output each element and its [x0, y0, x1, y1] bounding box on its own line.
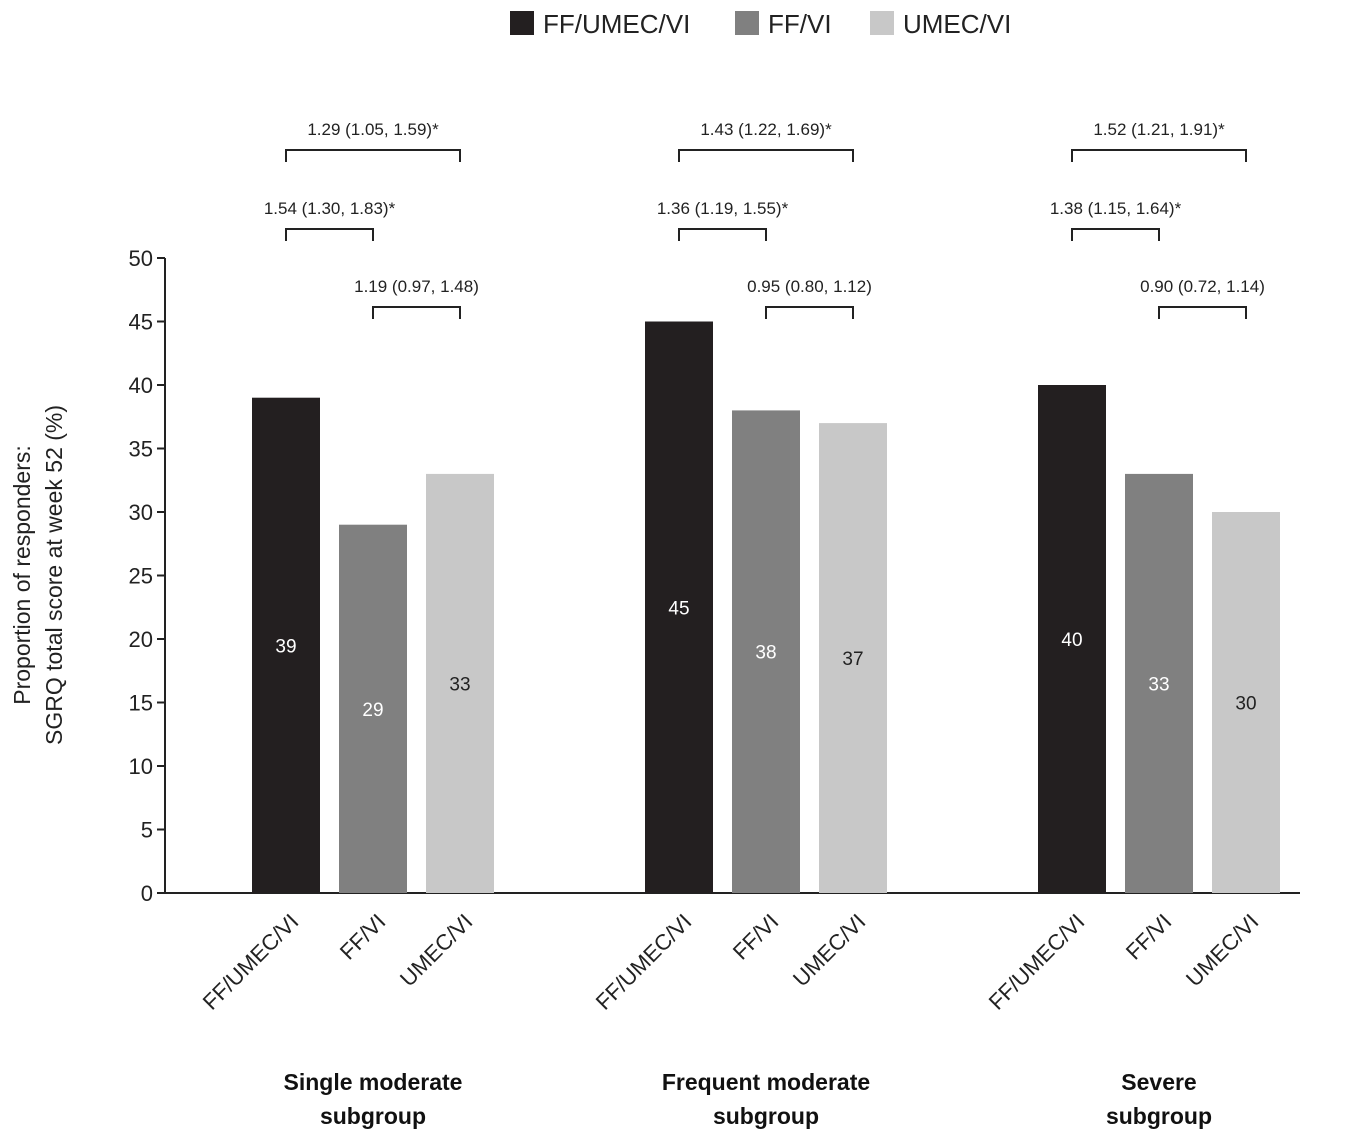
category-tick-label: UMEC/VI: [395, 909, 478, 992]
y-tick-label: 20: [129, 627, 153, 652]
legend-swatch: [510, 11, 534, 35]
y-tick-label: 10: [129, 754, 153, 779]
comparison-annotation: 1.36 (1.19, 1.55)*: [657, 199, 789, 218]
category-tick-label: FF/UMEC/VI: [984, 909, 1090, 1015]
y-tick-label: 5: [141, 818, 153, 843]
comparison-bracket: [285, 149, 461, 162]
y-tick-label: 40: [129, 373, 153, 398]
category-tick-label: FF/UMEC/VI: [198, 909, 304, 1015]
y-tick-label: 0: [141, 881, 153, 906]
category-tick-label: FF/VI: [335, 909, 391, 965]
bar-value-label: 30: [1235, 694, 1256, 715]
comparison-bracket: [285, 228, 374, 241]
bar: [1038, 385, 1106, 893]
comparison-annotation: 1.54 (1.30, 1.83)*: [264, 199, 396, 218]
y-tick-label: 50: [129, 246, 153, 271]
category-tick-label: UMEC/VI: [788, 909, 871, 992]
category-tick-label: FF/VI: [1121, 909, 1177, 965]
category-tick-label: UMEC/VI: [1181, 909, 1264, 992]
bar-value-label: 29: [362, 700, 383, 721]
legend-swatch: [870, 11, 894, 35]
comparison-annotation: 0.95 (0.80, 1.12): [747, 277, 872, 296]
comparison-annotation: 1.38 (1.15, 1.64)*: [1050, 199, 1182, 218]
comparison-bracket: [1071, 149, 1247, 162]
comparison-annotation: 1.43 (1.22, 1.69)*: [700, 120, 832, 139]
group-label-line-2: subgroup: [1106, 1103, 1212, 1129]
comparison-annotation: 1.52 (1.21, 1.91)*: [1093, 120, 1225, 139]
bar: [819, 423, 887, 893]
legend-swatch: [735, 11, 759, 35]
y-tick-label: 35: [129, 437, 153, 462]
bar: [1212, 512, 1280, 893]
bar-value-label: 37: [842, 649, 863, 670]
comparison-bracket: [1158, 306, 1247, 319]
comparison-bracket: [372, 306, 461, 319]
y-axis-label-line-1: Proportion of responders:: [9, 445, 35, 705]
comparison-annotation: 1.19 (0.97, 1.48): [354, 277, 479, 296]
comparison-bracket: [1071, 228, 1160, 241]
legend-label: FF/UMEC/VI: [543, 9, 690, 39]
y-axis-label-line-2: SGRQ total score at week 52 (%): [41, 405, 67, 745]
group-label-line-1: Single moderate: [284, 1069, 463, 1095]
comparison-bracket: [765, 306, 854, 319]
bar: [732, 410, 800, 893]
bar: [339, 524, 407, 893]
legend-label: FF/VI: [768, 9, 832, 39]
comparison-annotation: 0.90 (0.72, 1.14): [1140, 277, 1265, 296]
group-label-line-1: Severe: [1121, 1069, 1196, 1095]
category-tick-label: FF/VI: [728, 909, 784, 965]
category-tick-label: FF/UMEC/VI: [591, 909, 697, 1015]
group-label-line-2: subgroup: [320, 1103, 426, 1129]
y-tick-label: 45: [129, 310, 153, 335]
bar: [1125, 473, 1193, 893]
bar-value-label: 45: [668, 598, 689, 619]
comparison-bracket: [678, 228, 767, 241]
bar-value-label: 38: [755, 643, 776, 664]
bar-value-label: 33: [1148, 674, 1169, 695]
comparison-bracket: [678, 149, 854, 162]
bar-value-label: 33: [449, 674, 470, 695]
group-label-line-2: subgroup: [713, 1103, 819, 1129]
bar: [252, 397, 320, 893]
bar: [426, 473, 494, 893]
y-tick-label: 30: [129, 500, 153, 525]
bar: [645, 321, 713, 893]
bar-value-label: 40: [1061, 630, 1082, 651]
y-tick-label: 25: [129, 564, 153, 589]
bar-value-label: 39: [275, 636, 296, 657]
y-tick-label: 15: [129, 691, 153, 716]
group-label-line-1: Frequent moderate: [662, 1069, 870, 1095]
legend-label: UMEC/VI: [903, 9, 1011, 39]
comparison-annotation: 1.29 (1.05, 1.59)*: [307, 120, 439, 139]
